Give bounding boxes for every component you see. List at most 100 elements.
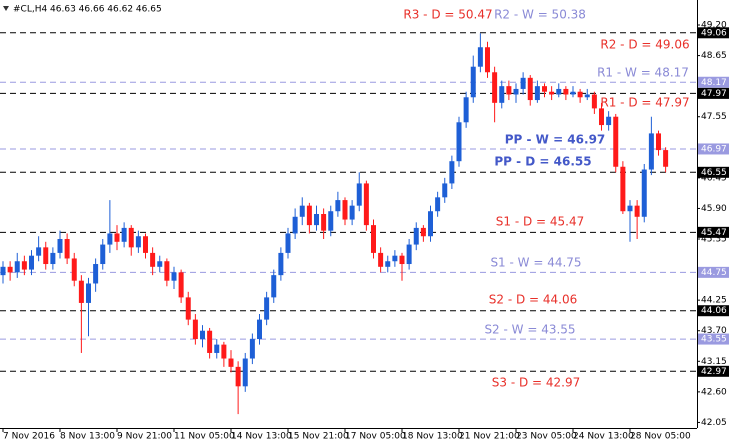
candle-body [21, 261, 27, 270]
candle-body [164, 261, 170, 281]
candle-body [634, 205, 640, 217]
candle-body [242, 358, 248, 387]
candle-body [385, 261, 391, 267]
candle-body [591, 94, 597, 109]
level-label: S3 - D = 42.97 [492, 376, 581, 390]
level-axis-box [698, 333, 729, 345]
y-tick-label: 49.20 [701, 21, 727, 31]
level-axis-box [698, 87, 729, 99]
candle-body [314, 214, 319, 226]
candle-body [641, 169, 647, 217]
level-label: R1 - W = 48.17 [597, 66, 689, 80]
level-axis-box [698, 226, 729, 238]
level-axis-label: 49.06 [701, 28, 727, 38]
candle-body [513, 88, 519, 95]
candle-body [107, 233, 113, 245]
candle-body [627, 205, 633, 212]
candle-body [413, 227, 419, 245]
level-label: S2 - D = 44.06 [489, 293, 578, 307]
level-label: R3 - D = 50.47 [403, 8, 492, 22]
level-axis-label: 44.75 [701, 268, 727, 278]
candle-body [71, 258, 77, 281]
candle-body [492, 72, 498, 103]
candle-body [292, 216, 298, 234]
level-axis-label: 44.06 [701, 306, 727, 316]
level-label: R1 - D = 47.97 [600, 96, 689, 110]
header: #CL,H4 46.63 46.66 46.62 46.65 [13, 5, 162, 15]
candle-body [78, 280, 84, 303]
candle-body [456, 122, 462, 162]
candle-body [463, 97, 469, 123]
candle-body [399, 255, 405, 265]
level-axis-box [698, 166, 729, 178]
level-axis-label: 46.97 [701, 144, 727, 154]
candle-body [527, 77, 533, 101]
candle-body [499, 86, 505, 103]
y-tick-label: 46.45 [701, 173, 727, 183]
candle-body [620, 166, 626, 212]
candle-body [14, 261, 20, 273]
level-axis-box [698, 266, 729, 278]
x-tick-label: 28 Nov 05:00 [630, 432, 691, 442]
candle-body [392, 255, 398, 262]
x-tick-label: 9 Nov 21:00 [117, 432, 172, 442]
candle-body [470, 66, 476, 98]
candle-body [406, 244, 412, 265]
level-label: PP - D = 46.55 [494, 155, 591, 169]
candle-body [200, 330, 205, 340]
candle-body [214, 344, 220, 353]
y-tick-label: 43.15 [701, 357, 727, 367]
candle-body [100, 244, 106, 265]
candle-body [207, 330, 213, 353]
level-label: R2 - D = 49.06 [600, 38, 689, 52]
x-tick-label: 11 Nov 05:00 [174, 432, 235, 442]
candle-body [36, 247, 42, 256]
candle-body [584, 94, 590, 98]
candle-body [363, 183, 369, 226]
candle-body [328, 211, 334, 231]
candle-body [50, 252, 56, 265]
candle-body [135, 236, 141, 248]
x-tick-label: 14 Nov 13:00 [231, 432, 292, 442]
candle-body [221, 344, 227, 359]
candle-body [335, 200, 341, 212]
candle-body [570, 91, 576, 95]
candle-body [435, 197, 441, 212]
level-axis-box [698, 76, 729, 88]
x-tick-label: 15 Nov 21:00 [288, 432, 349, 442]
y-tick-label: 42.60 [701, 387, 727, 397]
candle-body [342, 200, 348, 220]
candle-body [420, 227, 426, 237]
candle-body [356, 183, 362, 206]
candle-body [257, 319, 262, 340]
candle-body [656, 133, 661, 151]
x-tick-label: 23 Nov 05:00 [516, 432, 577, 442]
candle-body [278, 252, 284, 276]
candle-body [228, 358, 234, 367]
candle-body [549, 91, 555, 95]
candle-body [285, 233, 291, 253]
candle-body [299, 205, 305, 217]
candle-body [577, 91, 583, 98]
candle-body [648, 133, 654, 170]
y-tick-label: 42.05 [701, 418, 727, 428]
y-tick-label: 48.65 [701, 51, 727, 61]
x-tick-label: 7 Nov 2016 [3, 432, 55, 442]
candle-body [64, 239, 70, 259]
level-axis-label: 48.17 [701, 78, 727, 88]
y-tick-label: 43.70 [701, 326, 727, 336]
candle-body [556, 88, 562, 95]
candle-body [506, 86, 512, 95]
level-label: R2 - W = 50.38 [494, 8, 586, 22]
candle-body [378, 252, 384, 267]
candle-body [306, 205, 312, 226]
candle-body [143, 236, 148, 253]
candle-body [663, 150, 669, 167]
candle-body [43, 247, 49, 265]
y-tick-label: 45.35 [701, 235, 727, 245]
candle-body [442, 183, 448, 198]
level-axis-box [698, 365, 729, 377]
candle-body [428, 211, 433, 237]
level-axis-box [698, 143, 729, 155]
